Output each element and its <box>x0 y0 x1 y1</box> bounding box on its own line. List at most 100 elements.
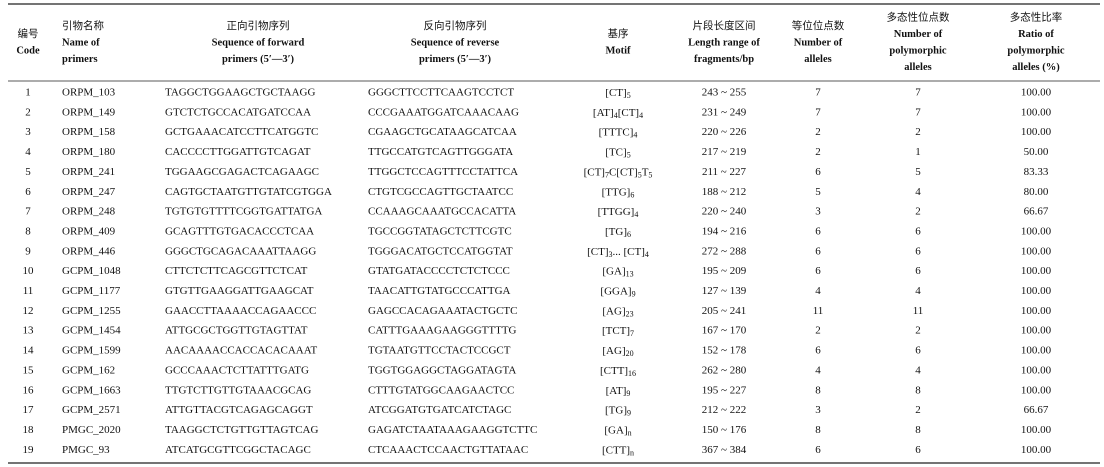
header-text: alleles (%) <box>1012 62 1060 73</box>
cell: ATCATGCGTTCGGCTACAGC <box>165 444 311 456</box>
motif: [TTGG]4 <box>598 206 639 219</box>
cell: GGGCTGCAGACAAATTAAGG <box>165 245 316 257</box>
cell: TGTAATGTTCCTACTCCGCT <box>368 345 511 357</box>
cell: 8 <box>25 225 31 237</box>
motif-repeat: n <box>628 428 632 437</box>
cell: ORPM_158 <box>62 126 116 138</box>
header-text: polymorphic <box>889 46 947 57</box>
motif-repeat: 9 <box>626 389 630 398</box>
cell: AACAAAACCACCACACAAAT <box>165 345 317 357</box>
cell: 66.67 <box>1024 404 1049 416</box>
header-text: Length range of <box>688 37 760 48</box>
cell: 272 ~ 288 <box>702 245 747 257</box>
motif: [GGA]9 <box>600 285 635 298</box>
motif-unit: [TC] <box>605 146 626 158</box>
cell: 6 <box>815 345 821 357</box>
cell: TAACATTGTATGCCCATTGA <box>368 285 511 297</box>
cell: 19 <box>23 444 35 456</box>
cell: 211 ~ 227 <box>702 166 747 178</box>
cell: TGCCGGTATAGCTCTTCGTC <box>368 225 512 237</box>
cell: 100.00 <box>1021 384 1052 396</box>
header-text: Motif <box>605 46 631 57</box>
cell: 100.00 <box>1021 265 1052 277</box>
cell: 188 ~ 212 <box>702 186 746 198</box>
cell: CTCAAACTCCAACTGTTATAAC <box>368 444 528 456</box>
cell: GCAGTTTGTGACACCCTCAA <box>165 225 314 237</box>
cell: TTGCCATGTCAGTTGGGATA <box>368 146 513 158</box>
motif: [TTG]6 <box>602 186 635 199</box>
cell: 2 <box>815 146 821 158</box>
motif-unit: [CT] <box>584 166 605 178</box>
cell: 262 ~ 280 <box>702 364 747 376</box>
cell: 83.33 <box>1024 166 1049 178</box>
cell: 100.00 <box>1021 87 1052 99</box>
cell: 15 <box>23 364 35 376</box>
header-text: Name of <box>62 37 100 48</box>
cell: 4 <box>915 285 921 297</box>
cell: GAGATCTAATAAAGAAGGTCTTC <box>368 424 537 436</box>
header-text: 片段长度区间 <box>693 19 756 32</box>
motif: [TG]9 <box>605 404 631 417</box>
cell: 8 <box>915 384 921 396</box>
cell: 220 ~ 226 <box>702 126 747 138</box>
motif-unit: T <box>642 166 649 178</box>
cell: 100.00 <box>1021 424 1052 436</box>
cell: 3 <box>815 404 821 416</box>
cell: 100.00 <box>1021 325 1052 337</box>
cell: ORPM_180 <box>62 146 116 158</box>
motif-unit: [AG] <box>602 345 625 357</box>
cell: 2 <box>25 106 31 118</box>
motif-repeat: 13 <box>626 269 634 278</box>
cell: 231 ~ 249 <box>702 106 747 118</box>
motif: [GA]13 <box>602 265 633 278</box>
header-text: alleles <box>904 62 931 73</box>
cell: 3 <box>815 206 821 218</box>
cell: 8 <box>815 424 821 436</box>
motif-repeat: 7 <box>630 329 634 338</box>
cell: 7 <box>915 87 921 99</box>
cell: 150 ~ 176 <box>702 424 747 436</box>
cell: 6 <box>915 225 921 237</box>
cell: 2 <box>815 126 821 138</box>
cell: 2 <box>915 206 921 218</box>
cell: 152 ~ 178 <box>702 345 747 357</box>
cell: 6 <box>815 166 821 178</box>
motif-repeat: 9 <box>627 408 631 417</box>
header-text: Ratio of <box>1018 29 1054 40</box>
cell: 18 <box>23 424 35 436</box>
cell: 11 <box>913 305 924 317</box>
motif-repeat: 6 <box>627 230 631 239</box>
cell: 100.00 <box>1021 245 1052 257</box>
cell: 127 ~ 139 <box>702 285 747 297</box>
cell: 6 <box>915 345 921 357</box>
cell: 4 <box>915 364 921 376</box>
cell: GCPM_1048 <box>62 265 121 277</box>
header-text: Sequence of reverse <box>411 37 500 48</box>
cell: 195 ~ 209 <box>702 265 747 277</box>
cell: 5 <box>915 166 921 178</box>
cell: 217 ~ 219 <box>702 146 747 158</box>
cell: GCPM_1255 <box>62 305 121 317</box>
cell: 8 <box>915 424 921 436</box>
cell: GCTGAAACATCCTTCATGGTC <box>165 126 318 138</box>
motif-unit: [TCT] <box>602 325 630 337</box>
cell: ORPM_247 <box>62 186 116 198</box>
cell: 1 <box>25 87 31 99</box>
header-text: 多态性比率 <box>1010 11 1063 24</box>
cell: GTCTCTGCCACATGATCCAA <box>165 106 311 118</box>
motif-repeat: 23 <box>626 309 634 318</box>
cell: 212 ~ 222 <box>702 404 746 416</box>
cell: PMGC_93 <box>62 444 110 456</box>
cell: ORPM_103 <box>62 87 116 99</box>
cell: PMGC_2020 <box>62 424 121 436</box>
cell: 6 <box>815 225 821 237</box>
motif-repeat: 4 <box>634 210 638 219</box>
motif-repeat: 4 <box>639 111 643 120</box>
motif: [TTTC]4 <box>599 126 638 139</box>
motif-unit: [AT] <box>593 106 614 118</box>
cell: ORPM_409 <box>62 225 116 237</box>
motif-unit: [CT] <box>618 106 639 118</box>
header-text: 正向引物序列 <box>227 19 290 32</box>
cell: 167 ~ 170 <box>702 325 747 337</box>
header-text: primers (5′—3′) <box>222 54 295 65</box>
